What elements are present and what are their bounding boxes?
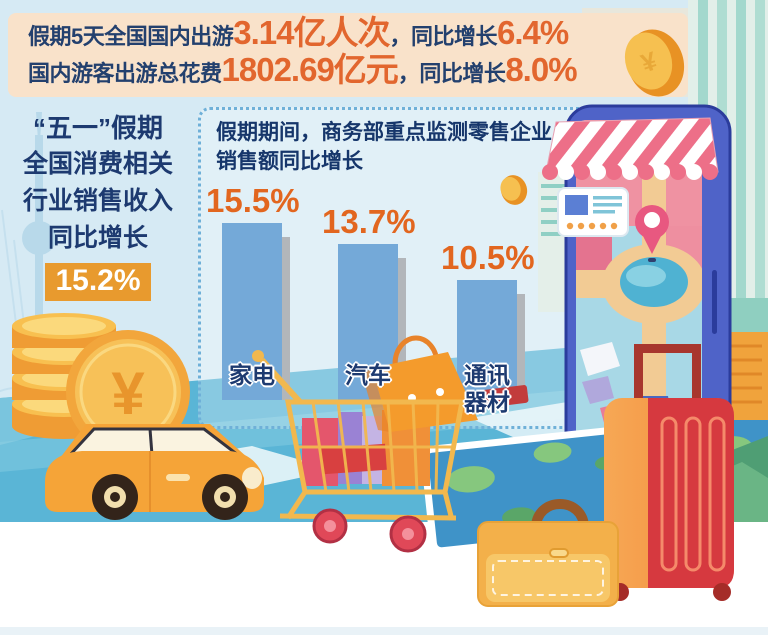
bar-通讯器材 xyxy=(457,280,517,400)
left-summary-panel: “五一”假期 全国消费相关 行业销售收入 同比增长 15.2% xyxy=(6,110,190,301)
bar-shadow xyxy=(517,294,525,400)
header-line-1: 假期5天全国国内出游 3.14亿人次 ，同比增长 6.4% xyxy=(28,14,569,51)
header-value: 6.4% xyxy=(497,14,569,51)
left-panel-line: 同比增长 xyxy=(47,224,148,252)
bar-家电 xyxy=(222,223,282,400)
header-band xyxy=(8,13,688,97)
left-panel-highlight-value: 15.2% xyxy=(45,263,151,301)
header-text: ，同比增长 xyxy=(397,61,506,86)
bar-汽车 xyxy=(338,244,398,400)
bar-shadow xyxy=(398,258,406,400)
header-value: 3.14亿人次 xyxy=(233,14,390,51)
left-panel-line: 行业销售收入 xyxy=(22,187,173,215)
chart-title: 假期期间，商务部重点监测零售企业 销售额同比增长 xyxy=(216,118,552,176)
header-value: 8.0% xyxy=(505,51,577,88)
header-text: 假期5天全国国内出游 xyxy=(28,24,234,49)
header-value: 1802.69亿元 xyxy=(221,51,399,88)
chart-title-line: 假期期间，商务部重点监测零售企业 xyxy=(216,121,552,144)
left-panel-line: “五一”假期 xyxy=(32,113,163,143)
header-line-2: 国内游客出游总花费 1802.69亿元 ，同比增长 8.0% xyxy=(28,51,578,88)
header-text: ，同比增长 xyxy=(389,24,497,49)
bar-shadow xyxy=(282,237,290,400)
bottom-strip xyxy=(0,627,768,635)
chart-title-line: 销售额同比增长 xyxy=(216,150,363,173)
header-text: 国内游客出游总花费 xyxy=(28,61,222,86)
left-panel-line: 全国消费相关 xyxy=(22,150,173,178)
